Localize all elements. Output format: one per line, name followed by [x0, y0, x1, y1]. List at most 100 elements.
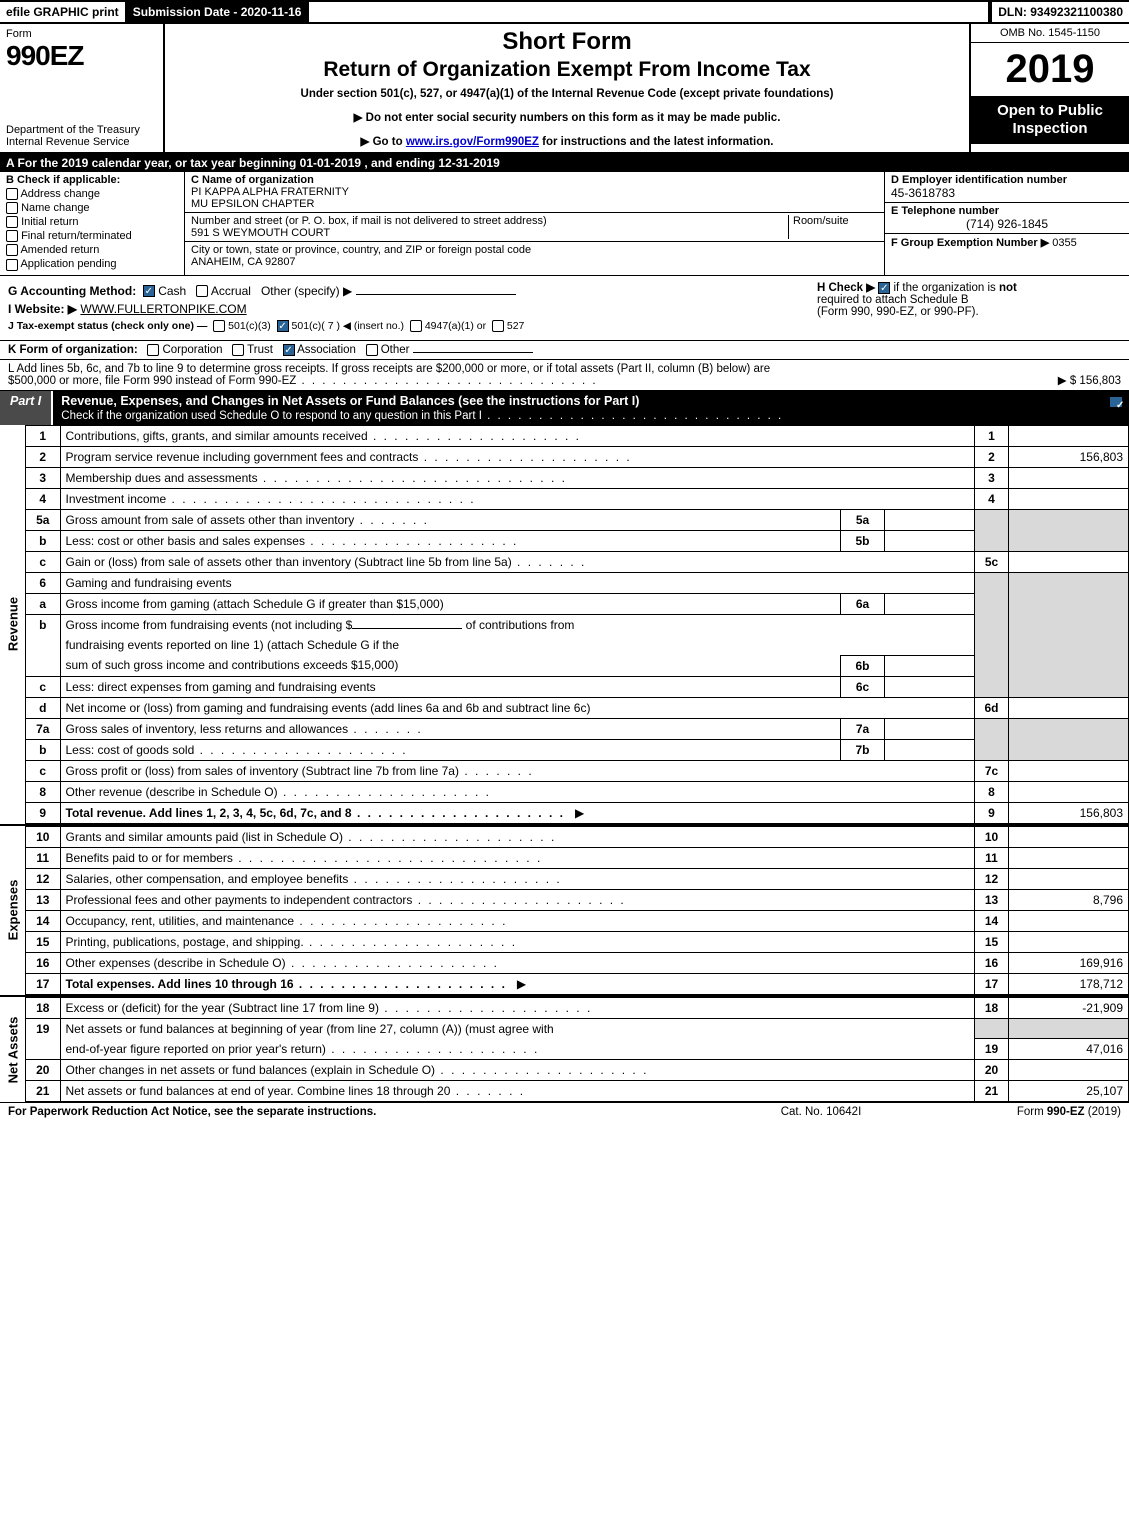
page-footer: For Paperwork Reduction Act Notice, see … — [0, 1102, 1129, 1121]
line-8: 8Other revenue (describe in Schedule O)8 — [26, 781, 1129, 802]
line-6: 6Gaming and fundraising events — [26, 572, 1129, 593]
cb-initial-return[interactable]: Initial return — [6, 216, 178, 228]
title-under: Under section 501(c), 527, or 4947(a)(1)… — [175, 88, 959, 100]
col-b-checkboxes: B Check if applicable: Address change Na… — [0, 172, 185, 275]
ghi-block: G Accounting Method: ✓ Cash Accrual Othe… — [0, 276, 1129, 341]
cb-4947[interactable] — [410, 320, 422, 332]
dept-treasury: Department of the Treasury Internal Reve… — [6, 124, 157, 148]
c-label: C Name of organization — [191, 174, 878, 186]
line-4: 4Investment income4 — [26, 488, 1129, 509]
top-bar: efile GRAPHIC print Submission Date - 20… — [0, 0, 1129, 24]
website-link[interactable]: WWW.FULLERTONPIKE.COM — [80, 302, 246, 316]
line-9: 9Total revenue. Add lines 1, 2, 3, 4, 5c… — [26, 802, 1129, 823]
netassets-vlabel: Net Assets — [0, 997, 26, 1103]
title-return: Return of Organization Exempt From Incom… — [175, 58, 959, 82]
cb-name-change[interactable]: Name change — [6, 202, 178, 214]
title-short-form: Short Form — [175, 28, 959, 56]
ssn-warning: ▶ Do not enter social security numbers o… — [175, 110, 959, 124]
col-c-org: C Name of organization PI KAPPA ALPHA FR… — [185, 172, 884, 275]
line-15: 15Printing, publications, postage, and s… — [26, 931, 1129, 952]
revenue-table: 1Contributions, gifts, grants, and simil… — [26, 425, 1129, 824]
line-6c: cLess: direct expenses from gaming and f… — [26, 676, 1129, 697]
f-group-value: 0355 — [1052, 237, 1076, 249]
submission-date: Submission Date - 2020-11-16 — [127, 2, 310, 22]
line-6b-1: bGross income from fundraising events (n… — [26, 614, 1129, 635]
revenue-vlabel: Revenue — [0, 425, 26, 824]
header-title-block: Short Form Return of Organization Exempt… — [165, 24, 969, 152]
i-website: I Website: ▶ WWW.FULLERTONPIKE.COM — [8, 302, 801, 316]
org-name-2: MU EPSILON CHAPTER — [191, 198, 878, 210]
line-11: 11Benefits paid to or for members11 — [26, 847, 1129, 868]
part-i-label: Part I — [0, 391, 53, 425]
section-a-taxyear: A For the 2019 calendar year, or tax yea… — [0, 154, 1129, 172]
line-6d: dNet income or (loss) from gaming and fu… — [26, 697, 1129, 718]
col-d-right: D Employer identification number 45-3618… — [884, 172, 1129, 275]
cb-address-change[interactable]: Address change — [6, 188, 178, 200]
j-tax-exempt: J Tax-exempt status (check only one) — 5… — [8, 320, 801, 332]
cb-trust[interactable] — [232, 344, 244, 356]
b-label: B Check if applicable: — [6, 174, 178, 186]
expenses-vlabel: Expenses — [0, 826, 26, 995]
e-phone-value: (714) 926-1845 — [891, 217, 1123, 231]
org-name-1: PI KAPPA ALPHA FRATERNITY — [191, 186, 878, 198]
cb-amended-return[interactable]: Amended return — [6, 244, 178, 256]
footer-catno: Cat. No. 10642I — [721, 1106, 921, 1118]
form-word: Form — [6, 28, 157, 40]
line-19b: end-of-year figure reported on prior yea… — [26, 1039, 1129, 1060]
header-left: Form 990EZ Department of the Treasury In… — [0, 24, 165, 152]
topbar-spacer — [309, 2, 990, 22]
expenses-table: 10Grants and similar amounts paid (list … — [26, 826, 1129, 995]
part-i-title: Revenue, Expenses, and Changes in Net As… — [53, 391, 1103, 425]
irs-link[interactable]: www.irs.gov/Form990EZ — [406, 136, 539, 148]
f-group-label: F Group Exemption Number ▶ — [891, 237, 1049, 249]
cb-corporation[interactable] — [147, 344, 159, 356]
tax-year: 2019 — [971, 43, 1129, 96]
cb-501c[interactable]: ✓ — [277, 320, 289, 332]
cb-501c3[interactable] — [213, 320, 225, 332]
line-17: 17Total expenses. Add lines 10 through 1… — [26, 973, 1129, 994]
line-2: 2Program service revenue including gover… — [26, 446, 1129, 467]
entity-block: B Check if applicable: Address change Na… — [0, 172, 1129, 276]
cb-527[interactable] — [492, 320, 504, 332]
main-body: Revenue 1Contributions, gifts, grants, a… — [0, 425, 1129, 1103]
city-value: ANAHEIM, CA 92807 — [191, 256, 878, 268]
k-form-org: K Form of organization: Corporation Trus… — [0, 341, 1129, 360]
line-16: 16Other expenses (describe in Schedule O… — [26, 952, 1129, 973]
d-ein-value: 45-3618783 — [891, 186, 1123, 200]
addr-value: 591 S WEYMOUTH COURT — [191, 227, 788, 239]
cb-cash[interactable]: ✓ — [143, 285, 155, 297]
e-phone-label: E Telephone number — [891, 205, 1123, 217]
l-amount: ▶ $ 156,803 — [1001, 373, 1121, 387]
cb-final-return[interactable]: Final return/terminated — [6, 230, 178, 242]
header-right: OMB No. 1545-1150 2019 Open to Public In… — [969, 24, 1129, 152]
efile-print[interactable]: efile GRAPHIC print — [0, 2, 127, 22]
line-1: 1Contributions, gifts, grants, and simil… — [26, 425, 1129, 446]
line-5a: 5aGross amount from sale of assets other… — [26, 509, 1129, 530]
cb-other[interactable] — [366, 344, 378, 356]
line-10: 10Grants and similar amounts paid (list … — [26, 826, 1129, 847]
line-19a: 19Net assets or fund balances at beginni… — [26, 1018, 1129, 1039]
line-3: 3Membership dues and assessments3 — [26, 467, 1129, 488]
line-18: 18Excess or (deficit) for the year (Subt… — [26, 997, 1129, 1018]
part-i-checkbox[interactable]: ✓ — [1103, 391, 1129, 425]
line-13: 13Professional fees and other payments t… — [26, 889, 1129, 910]
goto-link-row: ▶ Go to www.irs.gov/Form990EZ for instru… — [175, 134, 959, 148]
cb-association[interactable]: ✓ — [283, 344, 295, 356]
line-7c: cGross profit or (loss) from sales of in… — [26, 760, 1129, 781]
line-5c: cGain or (loss) from sale of assets othe… — [26, 551, 1129, 572]
line-14: 14Occupancy, rent, utilities, and mainte… — [26, 910, 1129, 931]
line-7b: bLess: cost of goods sold7b — [26, 739, 1129, 760]
addr-label: Number and street (or P. O. box, if mail… — [191, 215, 788, 227]
footer-formno: Form 990-EZ (2019) — [921, 1106, 1121, 1118]
g-accounting: G Accounting Method: ✓ Cash Accrual Othe… — [8, 284, 801, 298]
open-inspection: Open to Public Inspection — [971, 96, 1129, 144]
form-header: Form 990EZ Department of the Treasury In… — [0, 24, 1129, 154]
line-7a: 7aGross sales of inventory, less returns… — [26, 718, 1129, 739]
cb-accrual[interactable] — [196, 285, 208, 297]
line-6b-2: fundraising events reported on line 1) (… — [26, 635, 1129, 656]
cb-schedule-b[interactable]: ✓ — [878, 282, 890, 294]
part-i-header: Part I Revenue, Expenses, and Changes in… — [0, 391, 1129, 425]
cb-application-pending[interactable]: Application pending — [6, 258, 178, 270]
line-5b: bLess: cost or other basis and sales exp… — [26, 530, 1129, 551]
room-suite: Room/suite — [788, 215, 878, 239]
